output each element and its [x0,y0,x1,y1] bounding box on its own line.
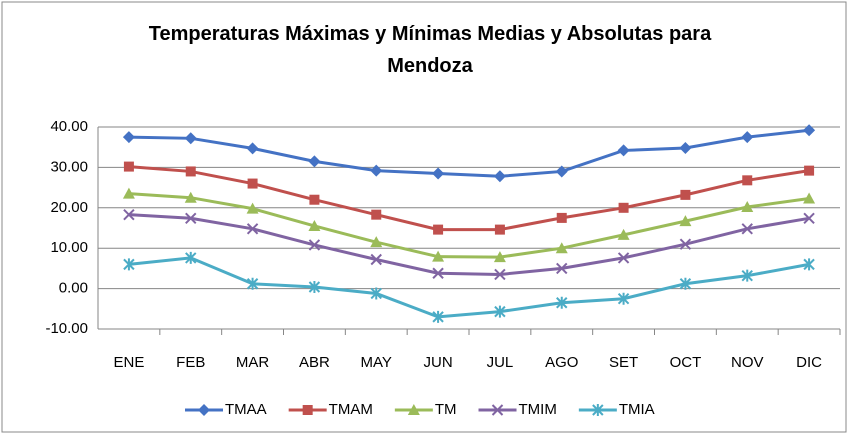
chart-title: Temperaturas Máximas y Mínimas Medias y … [148,23,712,77]
x-tick-label: NOV [731,354,764,371]
marker [741,269,753,282]
legend-label: TMIM [519,401,557,418]
marker [123,208,135,221]
y-tick-label: 0.00 [59,280,88,297]
marker [370,287,382,300]
marker [370,236,383,248]
x-tick-label: MAR [236,354,270,371]
marker [308,155,321,168]
marker [493,170,506,183]
marker [617,292,630,305]
marker [308,280,321,293]
marker [247,178,258,189]
y-tick-label: 20.00 [50,199,88,216]
marker [617,228,630,240]
marker [246,142,259,155]
marker [741,223,753,235]
marker [246,202,259,214]
marker [592,404,604,416]
marker [432,250,445,262]
y-tick-label: -10.00 [45,320,88,337]
legend-label: TMAM [329,401,373,418]
line [128,192,810,259]
marker [741,200,754,212]
marker [555,165,568,178]
marker [432,167,445,180]
marker [407,404,420,415]
x-tick-label: AGO [545,354,578,371]
marker [122,131,135,144]
marker [246,277,259,290]
legend-label: TM [435,401,457,418]
marker [741,131,754,144]
marker [803,258,815,271]
marker [556,296,568,309]
marker [679,238,692,250]
y-tick-label: 40.00 [50,118,88,135]
marker [679,142,692,155]
marker [494,268,506,281]
marker [804,165,815,176]
marker [184,132,197,145]
marker [185,251,197,264]
line [128,256,810,319]
line [128,165,810,232]
marker [371,209,382,220]
marker [309,194,320,205]
marker [432,310,444,323]
marker [432,267,444,279]
marker [679,277,692,290]
marker [308,219,321,231]
marker [122,187,135,199]
marker [494,224,505,235]
x-tick-label: OCT [670,354,702,371]
line [128,128,810,178]
x-tick-label: JUL [487,354,514,371]
y-tick-label: 30.00 [50,158,88,175]
marker [123,258,135,271]
marker [679,215,692,227]
marker [556,262,568,275]
marker [555,242,568,254]
marker [556,212,567,223]
x-tick-label: ENE [113,354,144,371]
marker [742,175,753,186]
line [128,213,810,276]
marker [617,252,630,264]
marker [618,202,629,213]
marker [184,191,197,203]
marker [370,164,383,177]
marker [680,189,691,200]
marker [185,212,197,225]
marker [308,239,321,251]
legend-label: TMAA [225,401,267,418]
x-tick-label: MAY [361,354,392,371]
x-tick-label: ABR [299,354,330,371]
marker [123,161,134,172]
marker [494,305,506,318]
marker [302,405,313,415]
marker [246,223,259,235]
marker [185,166,196,177]
marker [617,144,630,157]
x-tick-label: DIC [796,354,822,371]
legend-label: TMIA [619,401,655,418]
marker [493,251,506,263]
marker [491,404,504,416]
marker [803,124,816,137]
marker [803,212,815,225]
marker [370,253,382,266]
marker [803,192,816,204]
x-tick-label: JUN [423,354,452,371]
x-tick-label: FEB [176,354,205,371]
marker [433,224,444,235]
x-tick-label: SET [609,354,638,371]
y-tick-label: 10.00 [50,239,88,256]
marker [198,404,210,416]
